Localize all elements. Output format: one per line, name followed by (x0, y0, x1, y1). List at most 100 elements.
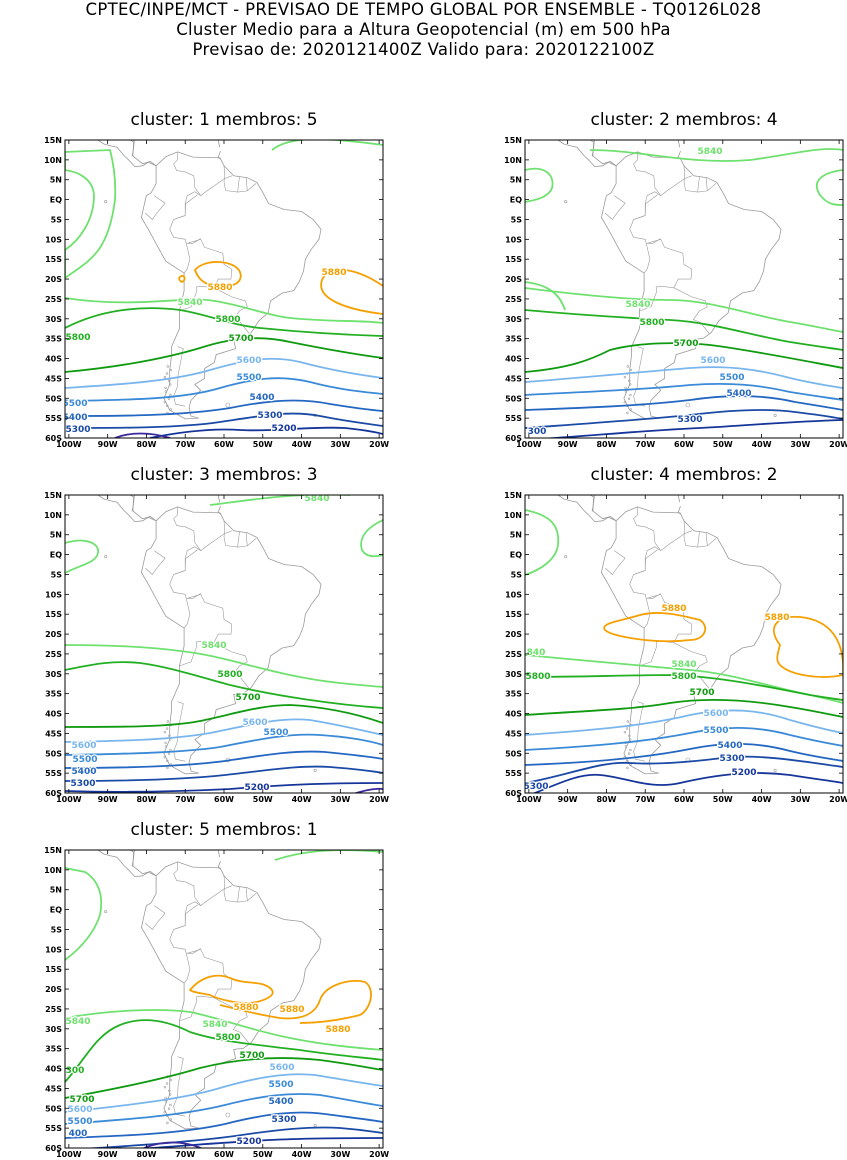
lon-label: 60W (674, 440, 694, 449)
country-border (223, 875, 257, 903)
panel-title: cluster: 1 membros: 5 (130, 110, 318, 130)
contour-5300 (82, 1126, 383, 1148)
cluster-panel-1: cluster: 1 membros: 5 5880 5880 5840 5800 580… (30, 110, 390, 450)
island (166, 720, 170, 723)
contour-5700 (65, 704, 383, 728)
contour-label: 5840 (202, 1020, 227, 1030)
country-border (245, 177, 248, 191)
island (623, 731, 627, 734)
country-border (173, 904, 198, 930)
island (629, 748, 632, 752)
lon-label: 30W (790, 440, 810, 449)
island (169, 1118, 173, 1121)
lat-label: 45S (45, 1084, 62, 1093)
island (169, 1103, 172, 1107)
panel-title: cluster: 3 membros: 3 (130, 465, 318, 485)
country-border (173, 861, 201, 906)
lat-label: 60S (45, 1144, 62, 1153)
contour-5840 (360, 519, 383, 558)
lat-label: 10S (45, 945, 62, 954)
header-line-2: Cluster Medio para a Altura Geopotencial… (176, 20, 671, 39)
contour-label: 300 (528, 427, 547, 437)
contour-5600 (65, 357, 383, 389)
country-border (145, 550, 166, 575)
island (624, 386, 627, 390)
contour-label: 5500 (719, 373, 744, 383)
south-america-coastline (140, 506, 322, 775)
country-border (179, 593, 233, 667)
lat-label: 5N (50, 176, 62, 185)
contour-5700 (525, 698, 843, 718)
lon-label: 100W (56, 1150, 82, 1159)
island (164, 1096, 167, 1100)
lon-label: 50W (713, 795, 733, 804)
island (165, 727, 169, 730)
island (163, 1111, 167, 1114)
contour-label: 5840 (697, 147, 722, 157)
contour-5600 (65, 718, 383, 743)
lon-label: 60W (214, 440, 234, 449)
contour-label: 5300 (271, 1115, 296, 1125)
lon-label: 70W (175, 1150, 195, 1159)
contour-5800 (65, 1019, 383, 1083)
lon-label: 40W (752, 795, 772, 804)
island (164, 390, 168, 393)
lat-label: 45S (45, 374, 62, 383)
lat-label: 10N (44, 511, 62, 520)
island (169, 393, 172, 397)
coastline (217, 850, 221, 858)
galapagos-islands (104, 555, 108, 559)
lat-label: 20S (45, 985, 62, 994)
contour-5400 (525, 395, 843, 411)
header-line-3: Previsao de: 2020121400Z Valido para: 20… (192, 40, 655, 59)
island (624, 390, 628, 393)
contour-5100 (353, 787, 383, 793)
contour-label: 400 (69, 1129, 88, 1139)
contour-5700 (65, 1057, 383, 1099)
lat-label: 50S (45, 749, 62, 758)
country-border (639, 593, 693, 667)
lat-label: 25S (505, 295, 522, 304)
country-border (633, 506, 661, 551)
lat-label: 15N (44, 136, 62, 145)
island (169, 748, 172, 752)
contour-5840 (209, 495, 350, 506)
lat-label: 35S (45, 335, 62, 344)
lat-label: 15N (44, 491, 62, 500)
contour-5200 (532, 772, 843, 793)
lat-label: 15S (45, 610, 62, 619)
lat-label: 40S (505, 355, 522, 364)
country-border (646, 593, 661, 599)
panel-title: cluster: 4 membros: 2 (590, 465, 778, 485)
country-border (237, 886, 240, 903)
contour-5880 (219, 980, 372, 1024)
lat-label: 15S (505, 610, 522, 619)
country-border (245, 887, 248, 901)
lat-label: 15N (504, 136, 522, 145)
country-border (705, 532, 708, 546)
lat-label: 30S (45, 315, 62, 324)
contour-5500 (65, 733, 383, 756)
coastline (820, 136, 824, 138)
country-border (173, 151, 201, 196)
lon-label: 20W (829, 440, 847, 449)
geopotential-map: 5840584058005700560056005500550054005300… (44, 491, 389, 804)
lon-label: 80W (596, 795, 616, 804)
falkland-islands (225, 1112, 231, 1118)
island (169, 383, 172, 386)
island (626, 720, 630, 723)
lat-label: 55S (505, 769, 522, 778)
contour-label: 5840 (201, 641, 226, 651)
contour-5840 (525, 654, 843, 704)
country-border (233, 1029, 250, 1044)
falkland-islands (225, 402, 231, 408)
lat-label: 5N (510, 531, 522, 540)
contour-5880 (178, 274, 186, 283)
contour-label: 5880 (233, 1003, 258, 1013)
lon-label: 70W (175, 440, 195, 449)
lat-label: 60S (45, 434, 62, 443)
island (629, 393, 632, 397)
lon-label: 50W (713, 440, 733, 449)
island (164, 1100, 168, 1103)
lon-label: 40W (292, 795, 312, 804)
